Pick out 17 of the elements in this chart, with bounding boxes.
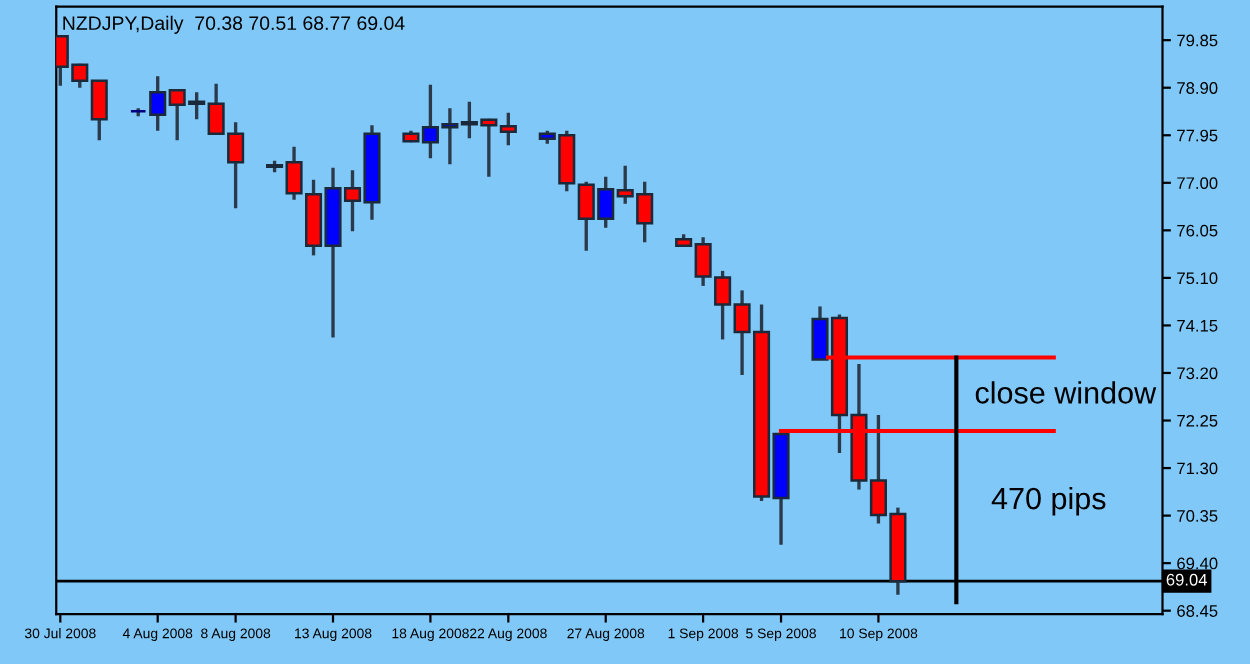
annotation: close window (975, 381, 1157, 404)
y-tick-label: 70.35 (1177, 510, 1218, 522)
y-tick-label: 74.15 (1177, 320, 1218, 332)
y-tick-label: 77.00 (1177, 177, 1218, 190)
y-tick-label: 73.20 (1177, 367, 1218, 380)
y-tick-label: 77.95 (1177, 129, 1218, 142)
annotation: 470 pips (991, 486, 1106, 516)
y-tick-label: 76.05 (1177, 224, 1218, 237)
y-tick-label: 68.45 (1177, 605, 1218, 617)
y-tick-label: 78.90 (1177, 82, 1218, 94)
chart-title: NZDJPY,Daily 70.38 70.51 68.77 69.04 (63, 15, 405, 34)
y-tick-label: 71.30 (1177, 462, 1218, 475)
y-tick-label: 75.10 (1177, 272, 1218, 285)
y-tick-label: 72.25 (1177, 414, 1218, 427)
y-tick-label: 69.40 (1177, 557, 1218, 570)
ref-line-label: 69.04 (1166, 573, 1208, 586)
y-tick-label: 79.85 (1177, 34, 1218, 47)
